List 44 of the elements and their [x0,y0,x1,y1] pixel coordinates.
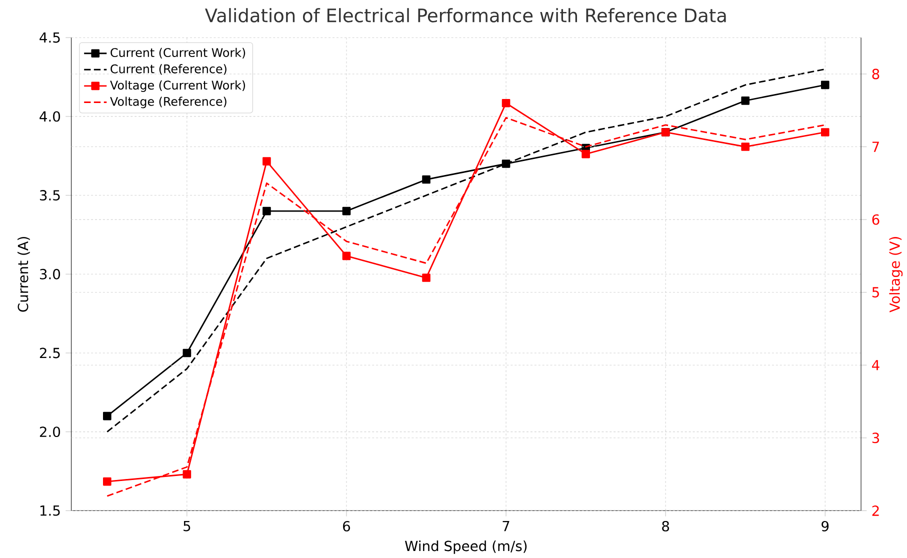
legend-label: Voltage (Current Work) [110,80,246,92]
x-tick-label: 8 [662,520,670,532]
point [422,273,430,282]
y-tick-label: 2.0 [40,426,60,437]
y-tick-label: 2.5 [40,348,60,358]
y2-tick-label: 3 [872,432,880,443]
y2-tick-label: 4 [872,360,880,370]
point [502,159,510,168]
y-tick-label: 4.0 [40,111,60,122]
y2-tick-label: 7 [872,142,879,152]
point [182,470,192,478]
x-tick-label: 5 [184,520,190,532]
point [103,412,112,420]
point [422,175,430,184]
y-axis-title: Current (A) [18,236,30,312]
legend-label: Voltage (Reference) [110,96,226,108]
y-tick-label: 3.0 [40,268,60,280]
y2-tick-label: 8 [872,68,880,80]
y2-tick-label: 2 [872,505,879,516]
x-tick-label: 7 [502,520,510,531]
point [262,157,271,166]
point [820,128,830,136]
point [741,142,750,151]
point [342,206,351,216]
y2-tick-label: 5 [872,287,879,298]
y2-axis-title: Voltage (V) [889,236,903,312]
point [182,348,192,357]
y-tick-label: 4.5 [40,32,60,43]
x-tick-label: 9 [822,520,829,532]
point [582,150,590,158]
y2-tick-label: 6 [872,214,880,225]
legend-label: Current (Reference) [110,64,226,75]
x-tick-label: 6 [343,520,350,532]
point [741,96,750,105]
point [820,80,830,89]
point [103,477,112,486]
point [262,206,271,216]
chart-title: Validation of Electrical Performance with Reference Data [205,8,726,22]
point [502,98,510,108]
legend-label: Current (Current Work) [110,48,246,58]
point [342,252,351,260]
y-tick-label: 3.5 [40,190,60,200]
y-tick-label: 1.5 [40,505,60,516]
x-axis-title: Wind Speed (m/s) [404,540,527,554]
